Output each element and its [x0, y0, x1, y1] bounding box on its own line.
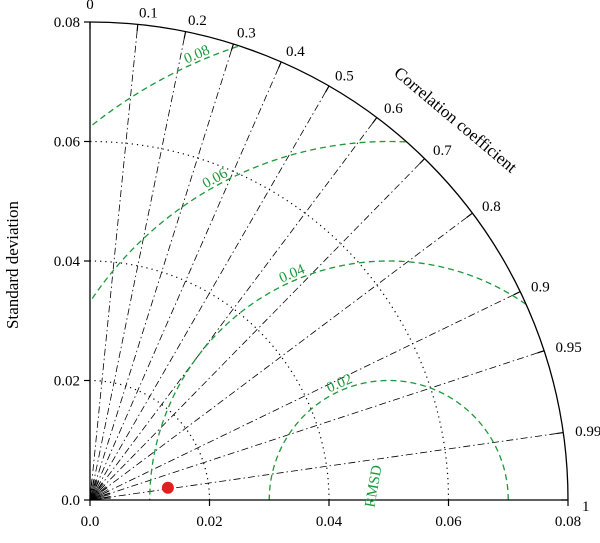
std-arc — [89, 260, 330, 501]
correlation-tick-label: 0.95 — [556, 340, 582, 356]
x-tick-label: 0.0 — [81, 514, 100, 530]
correlation-tick-label: 0.9 — [531, 279, 550, 295]
correlation-tick-label: 0.6 — [384, 101, 403, 117]
rmsd-contour-label: 0.06 — [200, 165, 231, 192]
correlation-tick-label: 0.3 — [237, 26, 256, 42]
correlation-ray — [89, 117, 378, 501]
correlation-tick — [556, 431, 564, 435]
correlation-axis-label: Correlation coefficient — [390, 63, 520, 177]
correlation-ray — [89, 158, 425, 501]
y-tick-label: 0.02 — [54, 374, 80, 390]
correlation-tick-label: 0.99 — [575, 424, 600, 440]
correlation-tick — [183, 31, 187, 39]
correlation-tick-label: 0.4 — [286, 44, 305, 60]
correlation-tick — [136, 24, 139, 32]
x-tick-label: 0.04 — [316, 514, 343, 530]
correlation-ray — [89, 212, 473, 501]
correlation-tick — [466, 212, 473, 218]
correlation-ray — [89, 61, 282, 501]
std-arc — [89, 140, 450, 501]
rmsd-contour-label: 0.02 — [324, 371, 354, 396]
x-tick-label: 0.08 — [555, 514, 581, 530]
correlation-ray — [89, 24, 139, 501]
correlation-tick-label: 0 — [86, 0, 94, 13]
x-tick-label: 0.06 — [435, 514, 462, 530]
correlation-tick — [537, 350, 545, 354]
y-axis-label: Standard deviation — [3, 201, 22, 329]
correlation-tick-label: 0.7 — [433, 143, 452, 159]
tick-label-layer: 0.02 0.04 0.06 0.08 0.00.0 0.02 0.02 0.04 0.04 0.… — [54, 0, 600, 530]
outer-arc — [89, 21, 569, 501]
rmsd-contour — [90, 140, 406, 302]
rmsd-contour-label: 0.04 — [277, 261, 308, 286]
y-tick-label: 0.08 — [54, 15, 80, 31]
rmsd-contour — [268, 379, 509, 500]
correlation-tick — [419, 158, 426, 165]
y-tick-label: 0.06 — [54, 135, 81, 151]
y-tick-label: 0.04 — [54, 254, 81, 270]
correlation-ray — [89, 31, 186, 501]
std-arc — [89, 379, 211, 501]
correlation-tick-label: 0.8 — [482, 199, 501, 215]
correlation-ray — [89, 291, 521, 501]
correlation-tick — [372, 117, 378, 124]
rmsd-contour-label: 0.08 — [182, 42, 212, 67]
correlation-tick-label: 0.1 — [139, 6, 158, 22]
correlation-ray — [89, 350, 545, 501]
x-tick-label: 0.02 — [196, 514, 222, 530]
y-tick-label: 0.0 — [61, 493, 80, 509]
correlation-tick — [277, 61, 282, 69]
rmsd-contour-layer — [90, 45, 527, 500]
correlation-tick — [230, 43, 234, 51]
correlation-tick-label: 0.2 — [188, 13, 207, 29]
correlation-tick — [324, 85, 330, 93]
rmsd-contour — [90, 45, 239, 127]
data-point-layer — [161, 481, 174, 494]
correlation-ray — [89, 432, 564, 501]
rmsd-title: RMSD — [362, 464, 385, 509]
axes-layer — [84, 21, 569, 506]
rmsd-contour — [149, 260, 527, 500]
model-data-point — [161, 481, 174, 494]
correlation-tick — [513, 291, 521, 296]
grid-layer — [89, 24, 564, 501]
correlation-tick-label: 1 — [582, 499, 590, 515]
correlation-tick-label: 0.5 — [335, 69, 354, 85]
